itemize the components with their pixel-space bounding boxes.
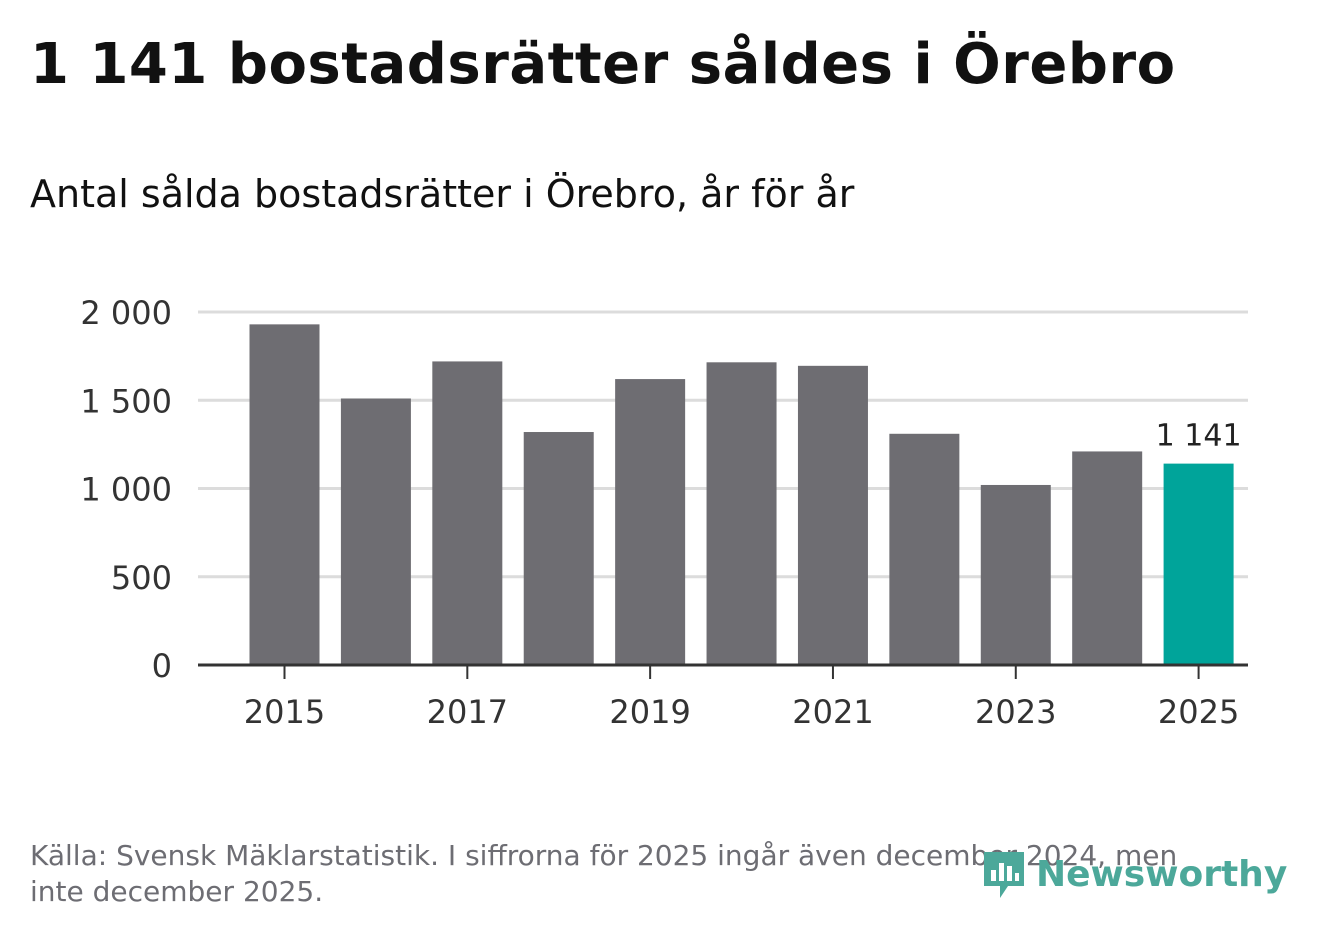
x-tick-label: 2019 — [609, 693, 690, 731]
bar-2017 — [432, 361, 503, 665]
y-tick-label: 1 500 — [80, 382, 172, 420]
chart-subtitle: Antal sålda bostadsrätter i Örebro, år f… — [30, 172, 855, 216]
bar-2022 — [889, 433, 960, 665]
bar-2021 — [797, 365, 868, 665]
logo-text: Newsworthy — [1036, 853, 1288, 895]
bar-2019 — [615, 379, 686, 665]
x-tick-label: 2017 — [427, 693, 508, 731]
bar-2020 — [706, 362, 777, 665]
newsworthy-logo: Newsworthy — [980, 846, 1287, 902]
x-tick-label: 2021 — [792, 693, 873, 731]
bar-2016 — [340, 398, 411, 665]
bar-2015 — [249, 324, 320, 665]
chart-bubble-icon — [984, 852, 1024, 898]
data-label: 1 141 — [1156, 419, 1242, 454]
x-tick-label: 2015 — [244, 693, 325, 731]
x-tick-label: 2023 — [975, 693, 1056, 731]
y-tick-label: 500 — [111, 559, 172, 597]
bar-2024 — [1072, 451, 1143, 665]
chart-title: 1 141 bostadsrätter såldes i Örebro — [30, 32, 1176, 97]
axes: 0 500 1 000 1 500 2 000 2015 2017 2019 2021 2023 2… — [80, 294, 1248, 731]
y-tick-label: 0 — [152, 647, 172, 685]
x-tick-label: 2025 — [1158, 693, 1239, 731]
bars: 1 141 — [249, 324, 1242, 665]
bar-chart: 1 141 0 500 1 000 1 500 2 000 2015 2017 2019 202… — [80, 294, 1248, 731]
y-tick-label: 2 000 — [80, 294, 172, 332]
bar-2025 — [1163, 463, 1234, 665]
bar-2023 — [980, 484, 1051, 665]
y-tick-label: 1 000 — [80, 471, 172, 509]
bar-2018 — [523, 432, 594, 665]
